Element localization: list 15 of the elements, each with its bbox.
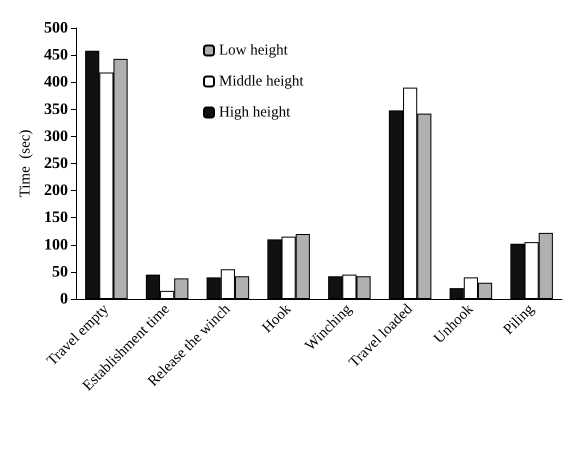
legend-label: Low height [219, 42, 289, 58]
y-tick-label: 150 [44, 209, 68, 226]
legend-label: High height [219, 104, 292, 120]
legend-label: Middle height [219, 74, 304, 90]
y-tick-label: 100 [44, 236, 68, 254]
y-tick-label: 200 [44, 182, 68, 200]
y-axis-title: Time (sec) [18, 130, 34, 198]
y-tick-label: 450 [44, 46, 68, 64]
y-tick-label: 500 [44, 20, 68, 36]
y-tick-label: 350 [44, 100, 68, 118]
y-tick-label: 300 [44, 128, 68, 145]
y-tick-label: 250 [44, 155, 68, 172]
y-tick-label: 50 [52, 263, 68, 280]
y-tick-label: 400 [44, 74, 68, 91]
y-tick-label: 0 [60, 290, 68, 308]
